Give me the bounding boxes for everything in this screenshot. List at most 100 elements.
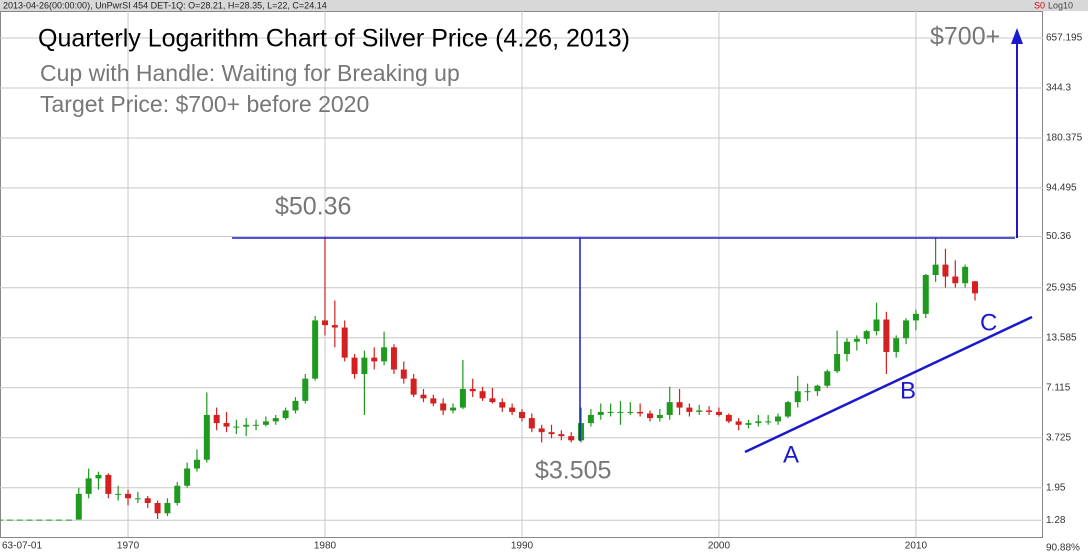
scale-label: Log10 [1048, 0, 1073, 10]
candle-body [46, 519, 53, 521]
y-tick-label: 1.95 [1046, 482, 1066, 493]
arrow-head [1011, 28, 1023, 44]
candle-body [794, 391, 801, 403]
series-flag: S0 [1034, 0, 1045, 10]
annotation: $50.36 [275, 193, 351, 221]
candle-body [312, 320, 319, 379]
candle-body [814, 385, 821, 392]
candle-body [154, 502, 161, 514]
candle-body [282, 410, 289, 419]
y-tick-label: 1.28 [1046, 515, 1066, 526]
candle-body [341, 327, 348, 358]
candle-body [174, 485, 181, 503]
candle-body [834, 354, 841, 372]
candle-body [6, 519, 13, 521]
candle-body [735, 421, 742, 425]
candle-body [115, 493, 122, 495]
candle-body [666, 402, 673, 415]
header-bar [0, 0, 1088, 11]
candle-body [302, 378, 309, 401]
candle-body [499, 402, 506, 408]
candle-body [351, 357, 358, 374]
y-tick-label: 7.115 [1046, 382, 1071, 393]
candle-body [65, 519, 72, 521]
candle-body [213, 414, 220, 424]
annotation: C [980, 309, 997, 336]
candle-body [755, 421, 762, 424]
candle-body [203, 414, 210, 460]
candle-body [390, 347, 397, 370]
candle-body [361, 357, 368, 374]
candle-body [36, 519, 43, 521]
y-tick-label: 657.195 [1046, 33, 1083, 44]
annotation: $700+ [930, 23, 1000, 51]
candle-body [518, 411, 525, 419]
candle-body [706, 410, 713, 412]
candle-body [597, 411, 604, 415]
candle-body [745, 423, 752, 425]
candle-body [952, 276, 959, 284]
subtitle: Target Price: $700+ before 2020 [40, 91, 369, 117]
candle-body [134, 498, 141, 500]
candle-body [686, 407, 693, 412]
candle-body [607, 411, 614, 413]
y-tick-label: 50.36 [1046, 231, 1071, 242]
candle-body [784, 402, 791, 417]
candle-body [262, 421, 269, 425]
annotation: B [900, 377, 916, 404]
candle-body [381, 347, 388, 362]
candle-body [637, 411, 644, 414]
candle-body [824, 371, 831, 386]
candle-body [873, 319, 880, 332]
candle-body [696, 410, 703, 412]
header-text: 2013-04-26(00:00:00), UnPwrSI 454 DET-1Q… [3, 0, 327, 10]
candle-body [292, 400, 299, 411]
candle-body [962, 266, 969, 284]
candle-body [617, 411, 624, 413]
candle-body [922, 274, 929, 314]
annotation: A [783, 441, 799, 468]
candle-body [893, 338, 900, 352]
candle-body [548, 432, 555, 435]
candle-body [193, 459, 200, 469]
y-tick-label: 3.725 [1046, 432, 1071, 443]
candle-body [26, 519, 33, 521]
candle-body [568, 436, 575, 441]
candle-body [558, 434, 565, 437]
candle-body [322, 320, 328, 326]
candle-body [804, 391, 811, 393]
candle-body [578, 423, 585, 441]
y-tick-label: 344.3 [1046, 83, 1071, 94]
y-tick-label: 94.495 [1046, 183, 1077, 194]
candle-body [942, 264, 949, 277]
x-tick-label: 63-07-01 [2, 541, 42, 552]
candle-body [489, 398, 496, 403]
candle-body [538, 428, 545, 433]
candle-body [253, 424, 260, 426]
candle-body [0, 519, 3, 521]
x-tick-label: 2000 [708, 541, 731, 552]
candle-body [853, 338, 860, 342]
candle-body [144, 498, 151, 503]
candle-body [440, 403, 447, 411]
candle-body [75, 493, 82, 520]
candle-body [725, 414, 732, 422]
candle-body [459, 388, 466, 408]
candle-body [243, 424, 250, 427]
candle-body [16, 519, 23, 521]
candle-body [95, 474, 102, 479]
annotation: $3.505 [535, 457, 611, 485]
candle-body [469, 388, 476, 392]
candle-body [775, 416, 782, 422]
candle-body [400, 369, 407, 379]
candle-body [223, 423, 230, 427]
candle-body [676, 402, 683, 408]
candle-body [843, 341, 850, 355]
subtitle: Cup with Handle: Waiting for Breaking up [40, 60, 460, 86]
candle-body [85, 478, 92, 494]
candle-body [331, 325, 338, 328]
x-tick-label: 2010 [905, 541, 928, 552]
candle-body [647, 413, 653, 419]
